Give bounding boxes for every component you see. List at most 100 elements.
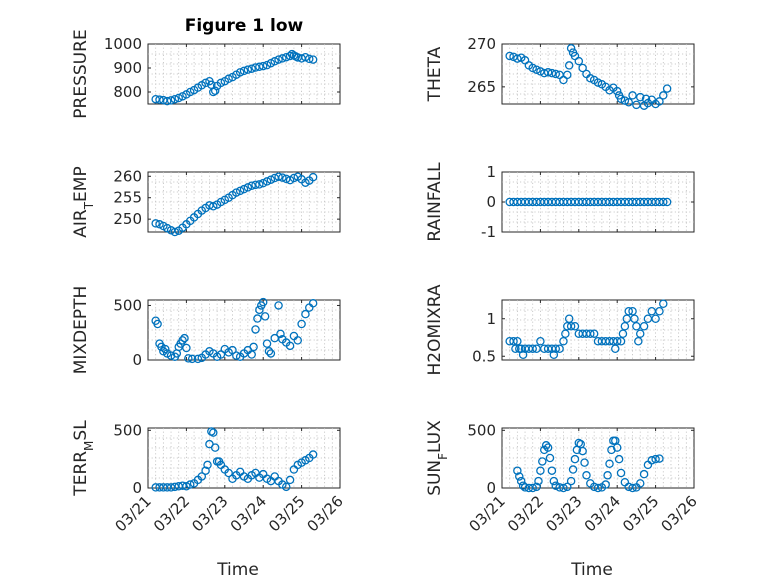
data-point xyxy=(534,476,543,486)
data-point xyxy=(255,62,264,72)
data-point xyxy=(153,319,162,329)
data-point xyxy=(209,428,218,437)
data-point xyxy=(547,466,557,475)
data-point xyxy=(505,51,514,61)
data-point xyxy=(224,468,233,478)
y-axis-label: H2OMIXRA xyxy=(425,284,445,375)
y-tick-label: 0 xyxy=(486,479,496,497)
data-point xyxy=(251,63,260,72)
data-point xyxy=(630,314,639,323)
y-tick-label: 255 xyxy=(113,189,142,207)
data-point xyxy=(593,78,603,87)
data-point xyxy=(555,344,564,353)
data-point xyxy=(185,480,195,489)
data-point xyxy=(559,483,568,493)
data-point xyxy=(545,453,555,463)
data-point xyxy=(251,325,260,334)
data-point xyxy=(262,339,272,348)
data-point xyxy=(628,306,637,316)
data-point xyxy=(166,96,176,105)
y-tick-label: 1000 xyxy=(104,35,142,53)
data-point xyxy=(566,44,576,53)
data-point xyxy=(551,481,561,490)
data-point xyxy=(247,350,256,359)
data-point xyxy=(628,483,637,493)
data-point xyxy=(628,91,637,100)
data-point xyxy=(532,482,541,492)
data-point xyxy=(258,297,268,307)
x-tick-label: 03/24 xyxy=(581,492,624,535)
data-point xyxy=(570,454,580,464)
data-point xyxy=(580,458,589,467)
data-point xyxy=(210,86,220,96)
data-point xyxy=(251,180,260,190)
data-point xyxy=(224,74,233,84)
data-point xyxy=(166,351,176,360)
x-tick-label: 03/22 xyxy=(150,492,193,535)
data-point xyxy=(278,54,287,63)
data-point xyxy=(528,344,537,353)
data-point xyxy=(655,306,664,316)
data-point xyxy=(624,98,633,107)
data-point xyxy=(235,68,245,77)
y-axis-label: THETA xyxy=(425,46,445,102)
data-point xyxy=(612,336,622,346)
data-point xyxy=(541,441,551,450)
x-axis-label-left: Time xyxy=(216,560,259,580)
data-point xyxy=(201,78,210,88)
data-point xyxy=(639,321,649,331)
data-point xyxy=(651,454,660,464)
data-point xyxy=(249,342,258,352)
data-point xyxy=(253,314,262,323)
data-point xyxy=(260,312,270,321)
data-point xyxy=(614,454,624,464)
y-axis-label: SUNFLUX xyxy=(425,420,450,496)
y-tick-label: 500 xyxy=(113,296,142,314)
x-tick-label: 03/25 xyxy=(265,492,308,535)
data-point xyxy=(582,471,591,480)
data-point xyxy=(563,482,572,492)
data-point xyxy=(174,93,183,103)
data-point xyxy=(193,354,203,364)
x-tick-label: 03/23 xyxy=(542,492,585,535)
data-point xyxy=(243,65,253,74)
y-tick-label: -1 xyxy=(481,223,496,241)
data-point xyxy=(536,336,545,346)
subplot-mixdepth: 0 500 MIXDEPTH xyxy=(71,286,341,374)
y-tick-label: 500 xyxy=(113,421,142,439)
data-point xyxy=(578,63,587,73)
x-tick-label: 03/25 xyxy=(619,492,662,535)
data-point xyxy=(187,354,197,364)
data-point xyxy=(308,172,318,182)
data-point xyxy=(264,347,274,356)
data-point xyxy=(266,349,276,358)
data-point xyxy=(278,173,287,182)
data-point xyxy=(180,333,189,343)
data-point xyxy=(178,336,187,345)
data-point xyxy=(624,306,633,316)
data-point xyxy=(547,68,557,78)
data-point xyxy=(561,329,570,338)
data-point xyxy=(528,483,537,493)
y-tick-label: 1 xyxy=(486,310,496,328)
data-point xyxy=(511,344,520,353)
data-point xyxy=(563,70,572,80)
y-axis-label: AIRTEMP xyxy=(71,166,96,237)
data-point xyxy=(570,321,580,331)
x-tick-label: 03/23 xyxy=(188,492,231,535)
y-tick-label: 800 xyxy=(113,83,142,101)
y-axis-label: PRESSURE xyxy=(71,29,91,118)
data-point xyxy=(285,341,295,351)
data-point xyxy=(293,336,303,345)
data-point xyxy=(513,466,522,475)
y-tick-label: 250 xyxy=(113,210,142,228)
data-point xyxy=(285,475,295,485)
data-point xyxy=(305,54,314,64)
data-point xyxy=(574,438,584,448)
data-point xyxy=(518,350,528,359)
data-point xyxy=(155,95,164,104)
y-tick-label: 265 xyxy=(467,78,496,96)
data-point xyxy=(232,351,241,360)
